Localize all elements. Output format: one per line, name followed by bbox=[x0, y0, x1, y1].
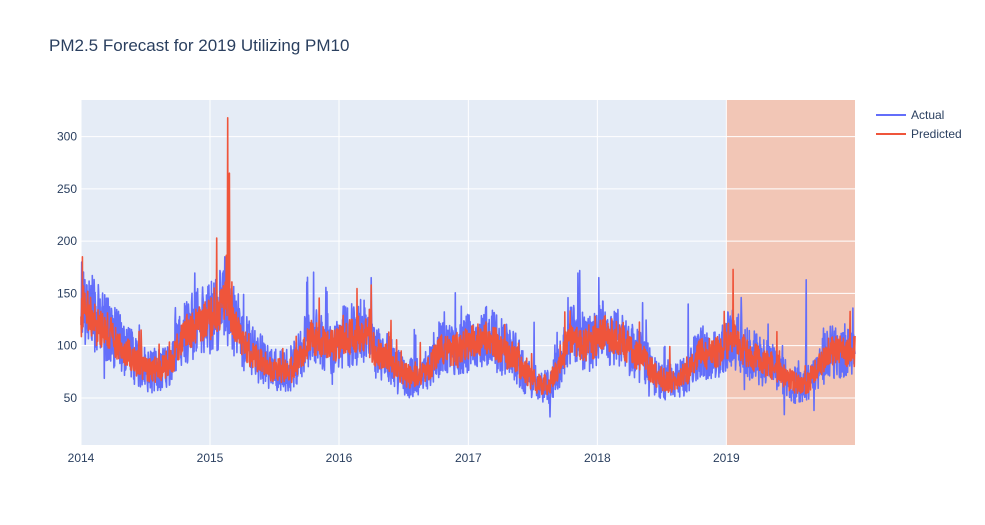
y-tick-label: 300 bbox=[57, 130, 77, 144]
x-axis-ticks: 2014 2015 2016 2017 2018 2019 bbox=[68, 451, 740, 465]
legend-label-actual: Actual bbox=[911, 108, 944, 122]
legend: Actual Predicted bbox=[876, 108, 962, 141]
x-tick-label: 2016 bbox=[326, 451, 353, 465]
y-tick-label: 250 bbox=[57, 182, 77, 196]
x-tick-label: 2017 bbox=[455, 451, 482, 465]
y-tick-label: 100 bbox=[57, 339, 77, 353]
legend-label-predicted: Predicted bbox=[911, 127, 962, 141]
y-tick-label: 50 bbox=[64, 391, 78, 405]
y-tick-label: 150 bbox=[57, 286, 77, 300]
y-axis-ticks: 50 100 150 200 250 300 bbox=[57, 130, 77, 405]
x-tick-label: 2015 bbox=[197, 451, 224, 465]
y-tick-label: 200 bbox=[57, 234, 77, 248]
x-tick-label: 2014 bbox=[68, 451, 95, 465]
x-tick-label: 2018 bbox=[584, 451, 611, 465]
series-layer bbox=[80, 117, 856, 418]
chart-title: PM2.5 Forecast for 2019 Utilizing PM10 bbox=[49, 36, 349, 55]
x-tick-label: 2019 bbox=[713, 451, 740, 465]
series-line-predicted bbox=[80, 117, 856, 396]
